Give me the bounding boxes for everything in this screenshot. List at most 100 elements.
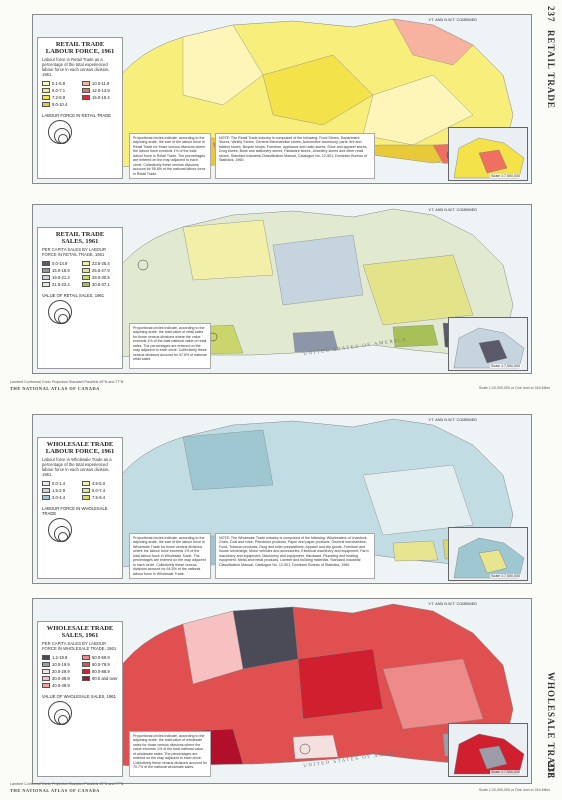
legend-class-label: 6.0-7.1 (52, 88, 66, 94)
legend-class: 0.1-5.9 (42, 81, 78, 87)
scale-bar: Scale 1:20,000,000 or One Inch to 316 Mi… (478, 788, 550, 792)
legend-class: 50.0-69.9 (82, 655, 118, 661)
inset-map: Scale 1:7,500,000 (448, 723, 528, 777)
circle-scale-title: LABOUR FORCE IN RETAIL TRADE (42, 113, 112, 119)
legend-class: 3.0-4.4 (42, 495, 78, 501)
legend-swatch (82, 95, 90, 101)
legend-title: RETAIL TRADE (55, 231, 105, 238)
legend-class: 28.0-30.5 (82, 275, 118, 281)
inset-svg (453, 733, 525, 775)
legend-class-label: 15.0-15.4 (92, 95, 110, 101)
legend-class: 0.0-1.4 (42, 481, 78, 487)
inset-map: Scale 1:7,500,000 (448, 317, 528, 371)
legend-class: 7.5-9.4 (82, 495, 118, 501)
inset-scale: Scale 1:7,500,000 (490, 770, 521, 774)
inset-label: Y.T. AND N.W.T. COMBINED (428, 208, 477, 212)
legend-swatch (42, 495, 50, 501)
legend-swatch (42, 669, 50, 675)
legend-class-label: 15.0-18.9 (52, 268, 70, 274)
legend-swatch (82, 275, 90, 281)
legend-swatches: 1.2-19.9 50.0-69.9 10.0-19.9 60.0-79.9 20.0-… (42, 655, 118, 689)
legend-class-label: 20.0-29.9 (52, 669, 70, 675)
legend-class-label: 90.0 and over (92, 676, 118, 682)
map-panel-retail-labour: RETAIL TRADE LABOUR FORCE, 1961 Labour f… (32, 14, 532, 184)
legend-description: Labour force in Wholesale Trade as a per… (42, 457, 112, 478)
legend-class-label: 7.5-9.4 (92, 495, 106, 501)
legend-swatch (42, 676, 50, 682)
legend-swatch (82, 268, 90, 274)
legend-title: RETAIL TRADE (55, 41, 105, 48)
legend-swatch (82, 495, 90, 501)
legend-class-label: 9.0-10.4 (52, 102, 68, 108)
legend-retail-sales: RETAIL TRADE SALES, 1961 PER CAPITA SALE… (37, 227, 123, 369)
definition-note: NOTE: The Wholesale Trade industry is co… (215, 533, 375, 579)
inset-svg (453, 537, 525, 579)
legend-class: 4.5-5.0 (82, 481, 118, 487)
legend-swatch (82, 88, 90, 94)
legend-swatch (42, 275, 50, 281)
legend-description: Labour force in Retail Trade as a percen… (42, 57, 110, 78)
legend-class-label: 30.6-37.1 (92, 282, 110, 288)
circle-scale (42, 518, 118, 544)
legend-swatch (82, 81, 90, 87)
legend-swatch (42, 268, 50, 274)
legend-class: 20.0-29.9 (42, 669, 78, 675)
circle-scale (42, 120, 118, 146)
legend-swatches: 0.0-1.4 4.5-5.0 1.5-2.9 5.0-7.4 3.0-4.4 7.5-9… (42, 481, 118, 501)
legend-class: 10.0-11.9 (82, 81, 118, 87)
legend-class: 19.0-21.4 (42, 275, 78, 281)
legend-class-label: 25.5-27.9 (92, 268, 110, 274)
legend-swatch (82, 282, 90, 288)
page-number-bottom: 238 (546, 762, 556, 779)
circle-scale (42, 300, 118, 326)
legend-class: 6.0-7.1 (42, 88, 78, 94)
legend-swatch (42, 102, 50, 108)
legend-swatch (42, 488, 50, 494)
legend-swatch (82, 662, 90, 668)
legend-class-label: 1.5-2.9 (52, 488, 66, 494)
inset-label: Y.T. AND N.W.T. COMBINED (428, 18, 477, 22)
legend-class-label: 0.1-5.9 (52, 81, 66, 87)
footer-top: Lambert Conformal Conic Projection Stand… (10, 380, 550, 391)
legend-swatch (42, 683, 50, 689)
legend-subtitle: SALES, 1961 (61, 238, 99, 246)
inset-scale: Scale 1:7,500,000 (490, 174, 521, 178)
legend-class-label: 30.0-39.9 (52, 676, 70, 682)
map-panel-retail-sales: RETAIL TRADE SALES, 1961 PER CAPITA SALE… (32, 204, 532, 374)
legend-class-label: 7.2-8.9 (52, 95, 66, 101)
legend-class: 23.5-25.4 (82, 261, 118, 267)
legend-swatch (42, 261, 50, 267)
page-number-top: 237 (546, 6, 556, 23)
legend-swatches: 0.0-14.9 23.5-25.4 15.0-18.9 25.5-27.9 19.0-… (42, 261, 118, 288)
legend-swatch (42, 481, 50, 487)
legend-description: PER CAPITA SALES BY LABOUR FORCE IN WHOL… (42, 641, 117, 652)
legend-swatch (82, 676, 90, 682)
legend-description: PER CAPITA SALES BY LABOUR FORCE IN RETA… (42, 247, 107, 258)
legend-class: 0.0-14.9 (42, 261, 78, 267)
legend-wholesale-labour: WHOLESALE TRADE LABOUR FORCE, 1961 Labou… (37, 437, 123, 579)
legend-class: 12.0-13.9 (82, 88, 118, 94)
legend-swatches: 0.1-5.9 10.0-11.9 6.0-7.1 12.0-13.9 7.2-8.9 1… (42, 81, 118, 108)
legend-class-label: 0.0-1.4 (52, 481, 66, 487)
legend-class-label: 80.0-88.9 (92, 669, 110, 675)
section-title-wholesale: WHOLESALE TRADE (546, 672, 556, 780)
legend-class-label: 50.0-69.9 (92, 655, 110, 661)
legend-swatch (82, 655, 90, 661)
legend-class-label: 21.5-23.4 (52, 282, 70, 288)
legend-class: 25.5-27.9 (82, 268, 118, 274)
legend-class-label: 19.0-21.4 (52, 275, 70, 281)
legend-class: 15.0-15.4 (82, 95, 118, 101)
map-panel-wholesale-sales: WHOLESALE TRADE SALES, 1961 PER CAPITA S… (32, 598, 532, 784)
legend-subtitle: LABOUR FORCE, 1961 (45, 448, 115, 456)
inset-svg (453, 137, 525, 179)
map-panel-wholesale-labour: WHOLESALE TRADE LABOUR FORCE, 1961 Labou… (32, 414, 532, 584)
legend-swatch (42, 655, 50, 661)
legend-title: WHOLESALE TRADE (46, 441, 114, 448)
legend-class: 40.0-49.9 (42, 683, 78, 689)
circle-note: Proportional circles indicate, according… (129, 533, 211, 579)
legend-class: 1.2-19.9 (42, 655, 78, 661)
legend-class-label: 10.0-11.9 (92, 81, 110, 87)
inset-scale: Scale 1:7,500,000 (490, 574, 521, 578)
legend-subtitle: LABOUR FORCE, 1961 (45, 48, 115, 56)
projection-note: Lambert Conformal Conic Projection Stand… (10, 380, 124, 384)
